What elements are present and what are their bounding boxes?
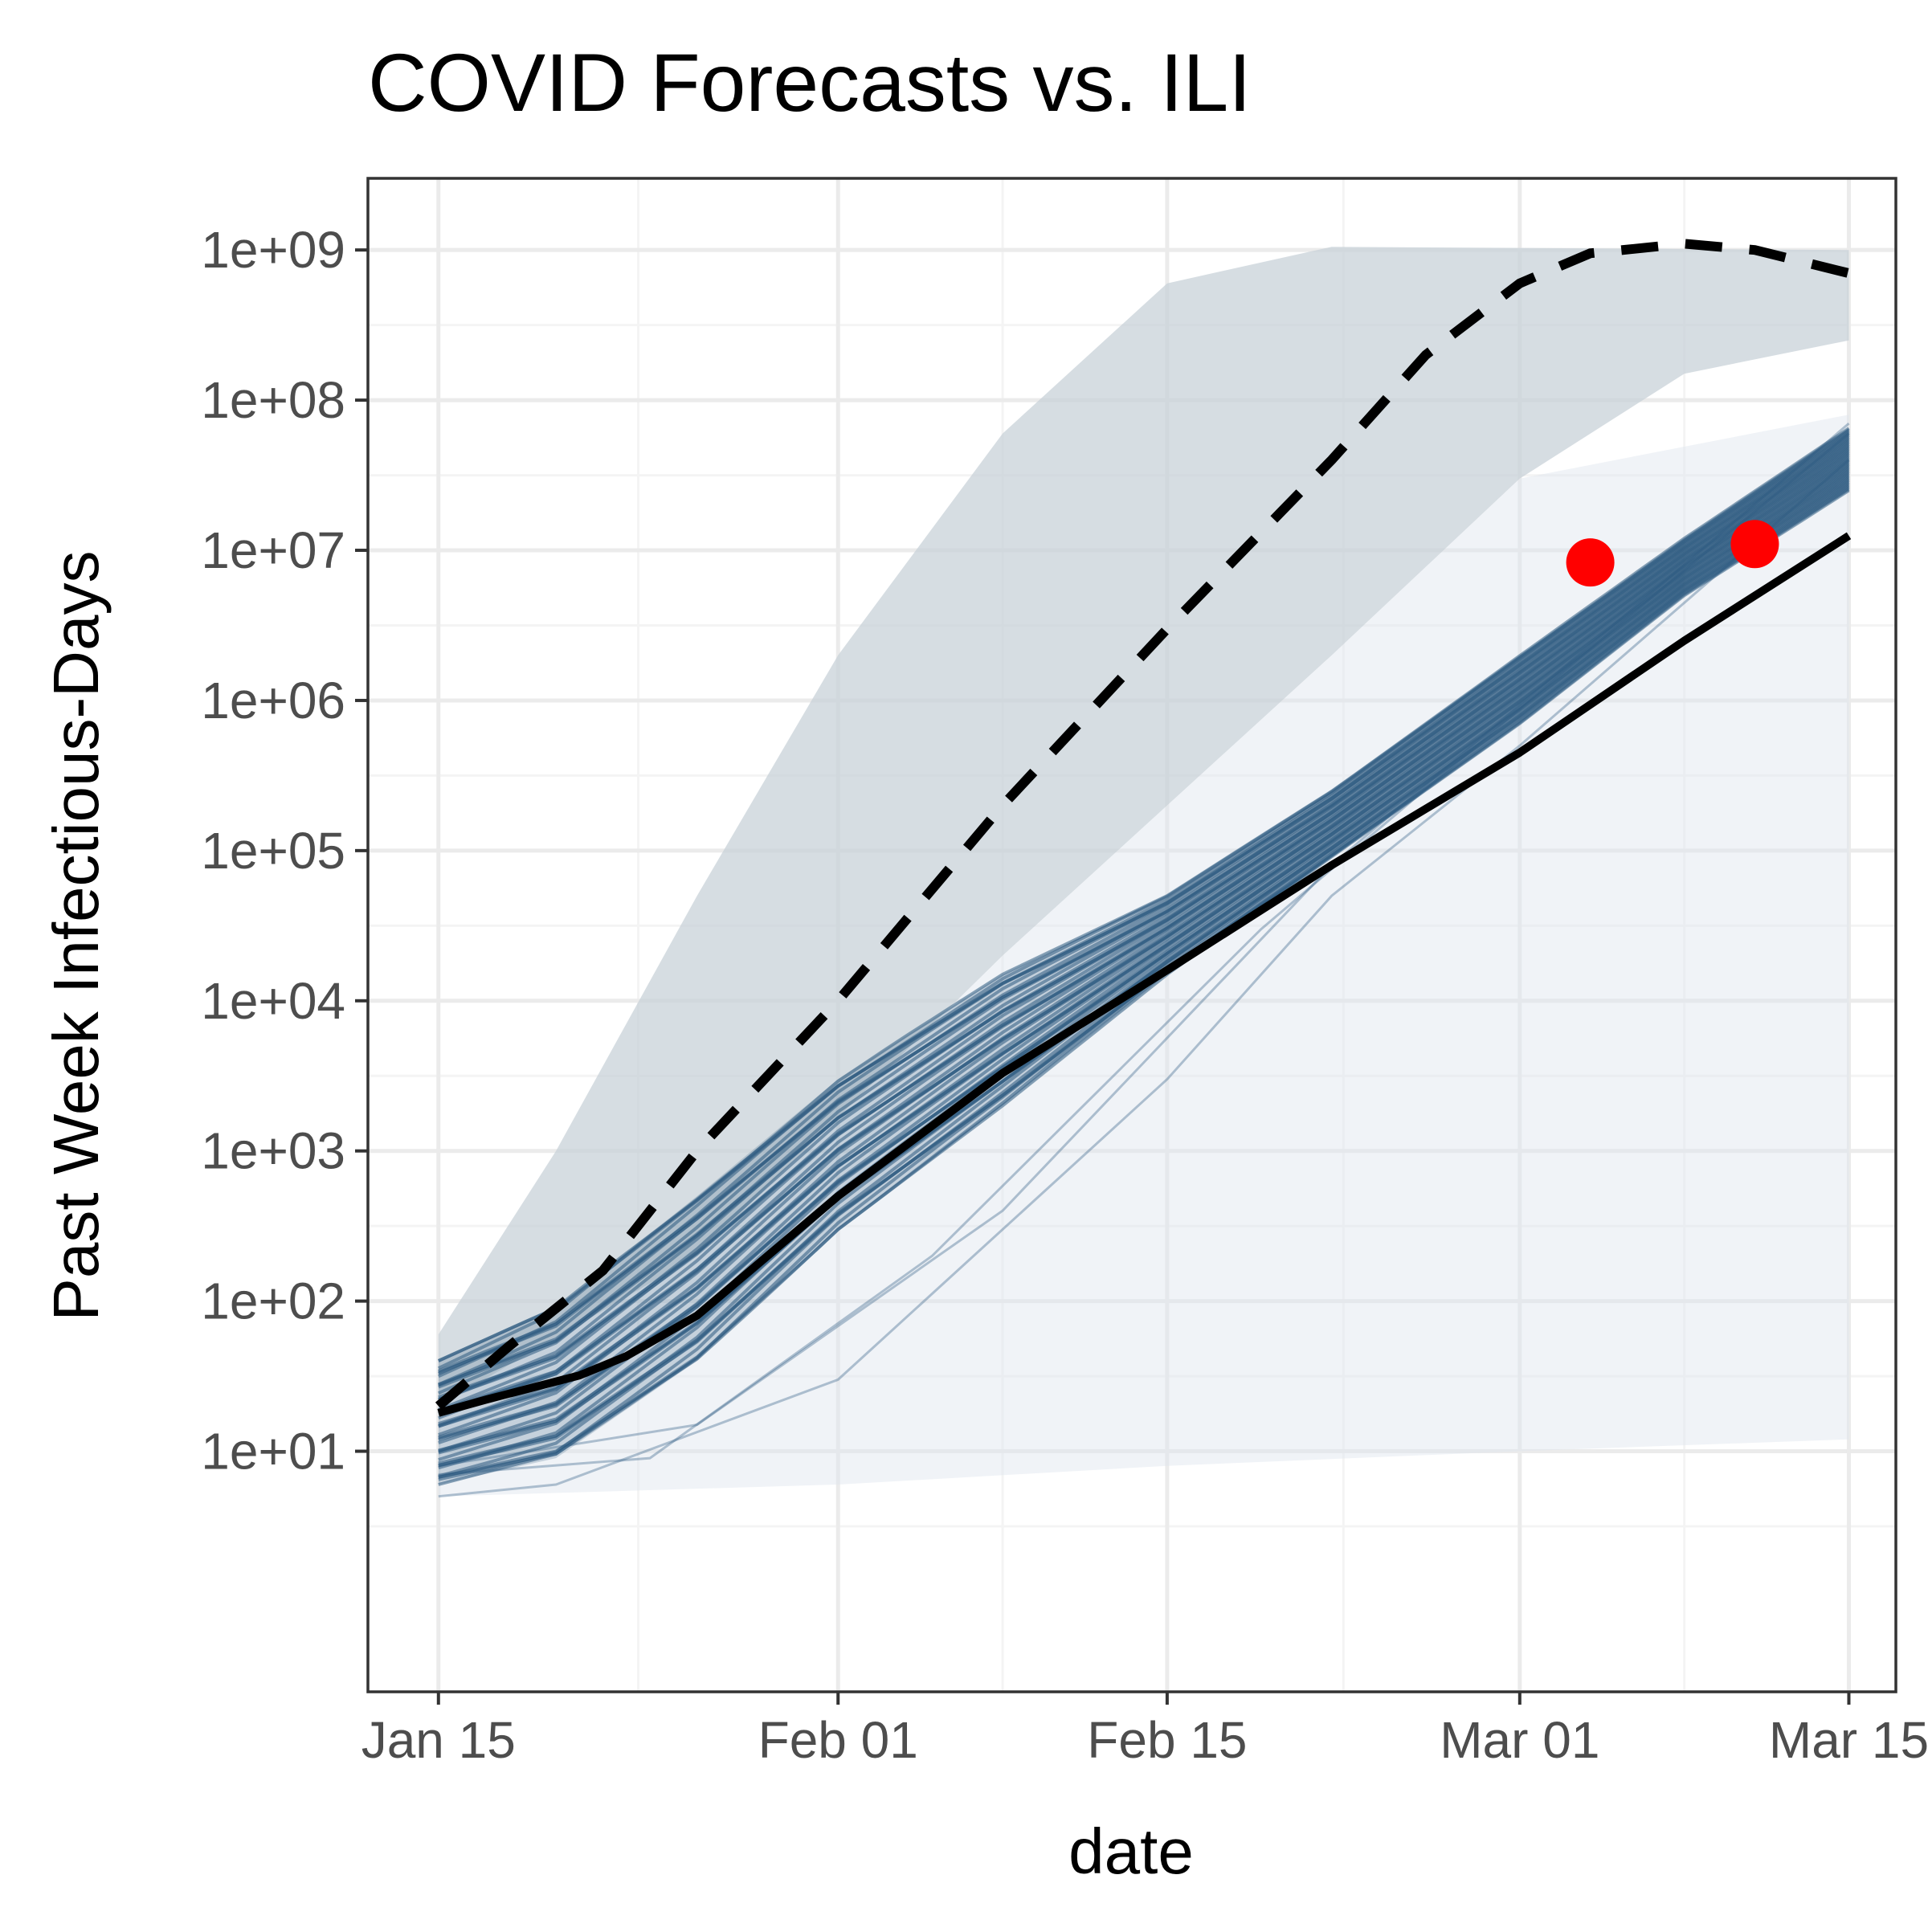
x-tick-label: Jan 15 <box>362 1711 516 1769</box>
y-tick-label: 1e+02 <box>201 1272 345 1330</box>
y-tick-label: 1e+04 <box>201 972 345 1030</box>
panel-border <box>366 177 1897 1693</box>
x-tick-label: Feb 15 <box>1087 1711 1247 1769</box>
outlier-simulation-line <box>438 432 1850 1476</box>
simulation-line <box>437 427 1850 1362</box>
x-tick-label: Feb 01 <box>758 1711 918 1769</box>
x-axis: Jan 15 Feb 01 Feb 15 Mar 01 Mar 15 <box>362 1692 1928 1769</box>
y-tick-label: 1e+07 <box>201 521 345 579</box>
panel-frame <box>366 177 1897 1693</box>
chart-title: COVID Forecasts vs. ILI <box>368 37 1252 129</box>
x-tick-label: Mar 01 <box>1440 1711 1599 1769</box>
series-lines <box>435 239 1852 1417</box>
y-tick-label: 1e+08 <box>201 371 345 429</box>
y-tick-label: 1e+06 <box>201 672 345 729</box>
outlier-simulation-line <box>438 422 1850 1468</box>
y-tick-label: 1e+05 <box>201 822 345 880</box>
simulation-lines <box>437 422 1850 1498</box>
wide-simulation-band <box>438 247 1849 1407</box>
y-axis: 1e+01 1e+02 1e+03 1e+04 1e+05 1e+06 1e+07 1e+08… <box>201 221 368 1481</box>
x-tick-label: Mar 15 <box>1769 1711 1928 1769</box>
upper-forecast-dashed-line <box>435 239 1850 1410</box>
y-axis-title: Past Week Infectious-Days <box>40 551 112 1321</box>
y-tick-label: 1e+09 <box>201 221 345 279</box>
observed-ili-point <box>1566 538 1615 587</box>
y-tick-label: 1e+01 <box>201 1423 345 1481</box>
y-tick-label: 1e+03 <box>201 1122 345 1180</box>
observed-points <box>1566 520 1779 587</box>
x-axis-title: date <box>1068 1816 1194 1887</box>
median-forecast-line <box>437 532 1852 1417</box>
observed-ili-point <box>1730 520 1779 569</box>
